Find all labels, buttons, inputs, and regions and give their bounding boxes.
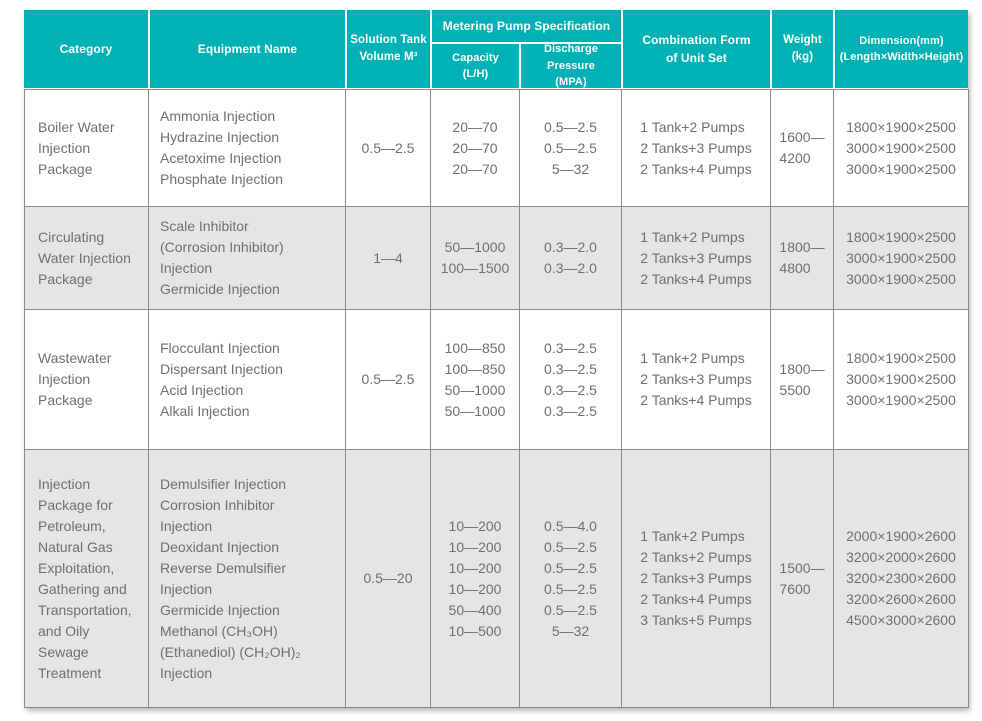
cell-tank-volume: 0.5—20 [345,449,431,708]
combination-lines: 1 Tank+2 Pumps 2 Tanks+3 Pumps 2 Tanks+4… [640,118,752,177]
cell-combination: 1 Tank+2 Pumps 2 Tanks+3 Pumps 2 Tanks+4… [621,309,771,450]
dimension-lines: 1800×1900×2500 3000×1900×2500 3000×1900×… [846,118,956,177]
weight-range: 1800— 5500 [779,360,825,398]
header-category: Category [24,10,148,88]
cell-capacity: 50—1000 100—1500 [430,206,520,310]
cell-weight: 1800— 5500 [770,309,834,450]
cell-combination: 1 Tank+2 Pumps 2 Tanks+2 Pumps 2 Tanks+3… [621,449,771,708]
header-metering-pump-spec: Metering Pump Specification [430,10,621,44]
cell-equipment: Scale Inhibitor (Corrosion Inhibitor) In… [148,206,346,310]
cell-capacity: 100—850 100—850 50—1000 50—1000 [430,309,520,450]
header-weight: Weight (kg) [770,10,833,88]
header-combination-form: Combination Form of Unit Set [621,10,770,88]
weight-range: 1500— 7600 [779,559,825,597]
cell-category: Injection Package for Petroleum, Natural… [24,449,149,708]
table-body: Boiler Water Injection Package Ammonia I… [24,89,969,708]
cell-category: Wastewater Injection Package [24,309,149,450]
cell-combination: 1 Tank+2 Pumps 2 Tanks+3 Pumps 2 Tanks+4… [621,206,771,310]
header-discharge-pressure: Discharge Pressure (MPA) [519,43,621,88]
cell-tank-volume: 0.5—2.5 [345,309,431,450]
cell-dimension: 2000×1900×2600 3200×2000×2600 3200×2300×… [833,449,969,708]
cell-dimension: 1800×1900×2500 3000×1900×2500 3000×1900×… [833,206,969,310]
dimension-lines: 1800×1900×2500 3000×1900×2500 3000×1900×… [846,228,956,287]
cell-weight: 1600— 4200 [770,89,834,207]
cell-equipment: Flocculant Injection Dispersant Injectio… [148,309,346,450]
weight-range: 1800— 4800 [779,239,825,276]
combination-lines: 1 Tank+2 Pumps 2 Tanks+3 Pumps 2 Tanks+4… [640,228,752,287]
cell-equipment: Ammonia Injection Hydrazine Injection Ac… [148,89,346,207]
cell-discharge: 0.5—2.5 0.5—2.5 5—32 [519,89,622,207]
table-row-circulating-water: Circulating Water Injection Package Scal… [24,206,969,310]
cell-tank-volume: 1—4 [345,206,431,310]
table-row-boiler-water: Boiler Water Injection Package Ammonia I… [24,89,969,207]
cell-weight: 1500— 7600 [770,449,834,708]
header-dimension: Dimension(mm) (Length×Width×Height) [833,10,968,88]
header-solution-tank: Solution Tank Volume M³ [345,10,430,88]
cell-tank-volume: 0.5—2.5 [345,89,431,207]
cell-discharge: 0.5—4.0 0.5—2.5 0.5—2.5 0.5—2.5 0.5—2.5 … [519,449,622,708]
cell-category: Circulating Water Injection Package [24,206,149,310]
equipment-spec-table: Category Equipment Name Solution Tank Vo… [24,10,969,708]
cell-discharge: 0.3—2.5 0.3—2.5 0.3—2.5 0.3—2.5 [519,309,622,450]
cell-combination: 1 Tank+2 Pumps 2 Tanks+3 Pumps 2 Tanks+4… [621,89,771,207]
table-row-petroleum: Injection Package for Petroleum, Natural… [24,449,969,708]
table-header: Category Equipment Name Solution Tank Vo… [24,10,968,88]
dimension-lines: 1800×1900×2500 3000×1900×2500 3000×1900×… [846,350,956,408]
cell-category: Boiler Water Injection Package [24,89,149,207]
weight-range: 1600— 4200 [779,129,825,166]
cell-weight: 1800— 4800 [770,206,834,310]
table-row-wastewater: Wastewater Injection Package Flocculant … [24,309,969,450]
combination-lines: 1 Tank+2 Pumps 2 Tanks+3 Pumps 2 Tanks+4… [640,350,752,408]
cell-dimension: 1800×1900×2500 3000×1900×2500 3000×1900×… [833,309,969,450]
cell-capacity: 10—200 10—200 10—200 10—200 50—400 10—50… [430,449,520,708]
cell-capacity: 20—70 20—70 20—70 [430,89,520,207]
dimension-lines: 2000×1900×2600 3200×2000×2600 3200×2300×… [846,528,956,628]
cell-equipment: Demulsifier Injection Corrosion Inhibito… [148,449,346,708]
header-equipment-name: Equipment Name [148,10,345,88]
header-capacity: Capacity (L/H) [430,44,519,88]
combination-lines: 1 Tank+2 Pumps 2 Tanks+2 Pumps 2 Tanks+3… [640,528,752,628]
cell-dimension: 1800×1900×2500 3000×1900×2500 3000×1900×… [833,89,969,207]
cell-discharge: 0.3—2.0 0.3—2.0 [519,206,622,310]
